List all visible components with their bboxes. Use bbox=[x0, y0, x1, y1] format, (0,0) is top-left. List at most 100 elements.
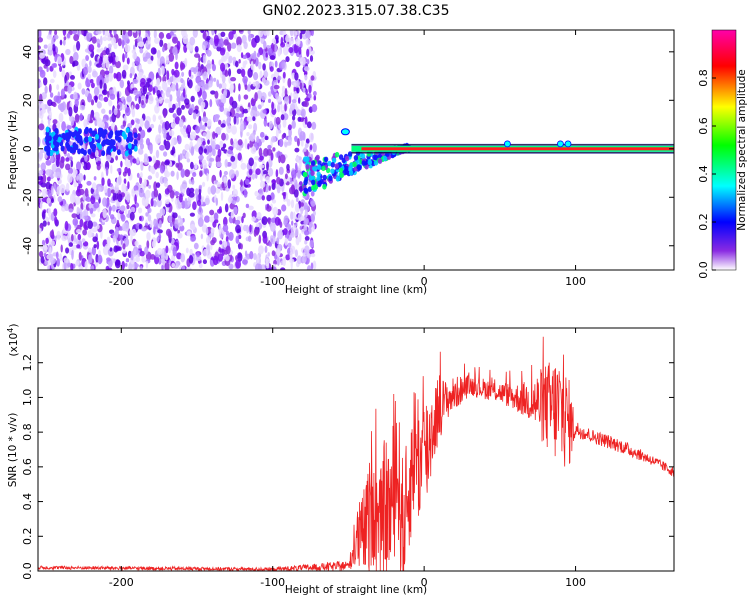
spectrogram-noise-cell bbox=[156, 182, 161, 188]
spectrogram-noise-cell bbox=[239, 105, 244, 112]
spectrogram-noise-cell bbox=[214, 114, 221, 119]
spectrogram-noise-cell bbox=[92, 70, 98, 78]
spectrogram-noise-cell bbox=[199, 121, 203, 130]
spectrogram-noise-cell bbox=[310, 30, 314, 37]
spectrogram-noise-cell bbox=[56, 230, 61, 241]
spectrogram-noise-cell bbox=[117, 246, 122, 251]
spectrogram-noise-cell bbox=[294, 72, 299, 81]
spectrogram-noise-cell bbox=[209, 209, 215, 216]
spectrogram-noise-cell bbox=[165, 228, 172, 237]
spectrogram-noise-cell bbox=[200, 233, 204, 240]
spectrogram-noise-cell bbox=[39, 201, 43, 210]
spectrogram-noise-cell bbox=[147, 214, 152, 222]
spectrogram-noise-cell bbox=[206, 118, 212, 127]
spectrogram-noise-cell bbox=[114, 259, 121, 269]
spectrogram-noise-cell bbox=[247, 30, 251, 35]
spectrogram-band-cell bbox=[71, 147, 76, 154]
spectrogram-noise-cell bbox=[254, 190, 259, 197]
spectrogram-noise-cell bbox=[55, 171, 61, 179]
spectrogram-noise-cell bbox=[52, 70, 57, 78]
snr-y-ticks: 0.0 0.2 0.4 0.6 0.8 1.0 1.2 bbox=[21, 354, 674, 580]
spectrogram-noise-cell bbox=[177, 200, 180, 206]
spectrogram-noise-cell bbox=[126, 204, 130, 210]
spectrogram-noise-cell bbox=[214, 219, 219, 224]
spectrogram-band-cell bbox=[108, 132, 113, 139]
spectrogram-noise-cell bbox=[52, 63, 58, 68]
spectrogram-noise-cell bbox=[104, 30, 109, 37]
spectrogram-noise-cell bbox=[304, 245, 310, 255]
spectrogram-noise-cell bbox=[235, 60, 239, 68]
spectrogram-band-cell bbox=[60, 145, 65, 152]
spectrogram-noise-cell bbox=[247, 106, 250, 112]
spectrogram-noise-cell bbox=[40, 162, 46, 171]
spectrogram-noise-cell bbox=[266, 205, 272, 212]
spectrogram-noise-cell bbox=[125, 258, 130, 263]
spectrogram-noise-cell bbox=[122, 30, 126, 36]
spectrogram-transition-cell bbox=[307, 186, 313, 192]
spectrogram-noise-cell bbox=[45, 159, 52, 166]
spectrogram-noise-cell bbox=[255, 263, 261, 270]
spectrogram-noise-cell bbox=[77, 82, 82, 90]
spectrogram-x-tick-label: 0 bbox=[421, 275, 428, 288]
spectrogram-noise-cell bbox=[117, 38, 122, 47]
spectrogram-noise-cell bbox=[86, 180, 92, 186]
spectrogram-noise-cell bbox=[140, 78, 146, 85]
spectrogram-noise-cell bbox=[214, 144, 221, 150]
spectrogram-noise-cell bbox=[257, 52, 260, 58]
spectrogram-band-cell bbox=[127, 142, 132, 149]
spectrogram-band-cell bbox=[95, 133, 99, 140]
spectrogram-noise-cell bbox=[112, 192, 116, 201]
spectrogram-noise-cell bbox=[284, 87, 288, 98]
spectrogram-noise-cell bbox=[261, 216, 268, 226]
spectrogram-noise-cell bbox=[121, 183, 127, 193]
spectrogram-noise-cell bbox=[219, 105, 224, 112]
spectrogram-noise-cell bbox=[291, 120, 296, 129]
spectrogram-noise-cell bbox=[284, 103, 287, 112]
spectrogram-noise-cell bbox=[72, 30, 78, 35]
spectrogram-band-cell bbox=[133, 132, 138, 139]
spectrogram-noise-cell bbox=[85, 91, 89, 98]
spectrogram-noise-cell bbox=[231, 100, 238, 109]
spectrogram-y-tick-label: 40 bbox=[21, 45, 34, 59]
spectrogram-noise-cell bbox=[168, 53, 175, 62]
spectrogram-noise-cell bbox=[38, 137, 41, 147]
spectrogram-noise-cell bbox=[220, 62, 226, 72]
spectrogram-noise-cell bbox=[193, 242, 199, 250]
spectrogram-noise-cell bbox=[266, 108, 270, 114]
spectrogram-noise-cell bbox=[189, 248, 193, 256]
spectrogram-noise-cell bbox=[212, 131, 216, 140]
spectrogram-noise-cell bbox=[242, 259, 248, 265]
spectrogram-noise-cell bbox=[169, 221, 173, 227]
spectrogram-noise-cell bbox=[179, 97, 186, 102]
spectrogram-noise-cell bbox=[38, 45, 41, 50]
spectrogram-noise-cell bbox=[49, 78, 55, 84]
spectrogram-noise-cell bbox=[170, 83, 177, 92]
spectrogram-noise-cell bbox=[310, 191, 315, 197]
spectrogram-noise-cell bbox=[38, 163, 41, 168]
spectrogram-noise-cell bbox=[177, 135, 182, 145]
spectrogram-noise-cell bbox=[139, 250, 145, 257]
spectrogram-noise-cell bbox=[229, 83, 235, 92]
spectrogram-noise-cell bbox=[218, 83, 222, 89]
spectrogram-noise-cell bbox=[88, 203, 94, 210]
spectrogram-noise-cell bbox=[105, 243, 111, 251]
snr-series-line bbox=[38, 336, 674, 571]
spectrogram-noise-cell bbox=[172, 46, 178, 56]
spectrogram-noise-cell bbox=[175, 162, 179, 168]
spectrogram-noise-cell bbox=[83, 174, 86, 181]
spectrogram-noise-cell bbox=[43, 245, 48, 251]
spectrogram-noise-cell bbox=[158, 115, 162, 120]
spectrogram-noise-cell bbox=[258, 61, 262, 70]
spectrogram-noise-cell bbox=[247, 124, 253, 130]
spectrogram-noise-cell bbox=[309, 240, 315, 248]
spectrogram-noise-cell bbox=[108, 65, 114, 75]
spectrogram-noise-cell bbox=[177, 217, 181, 223]
spectrogram-noise-cell bbox=[202, 140, 206, 146]
spectrogram-noise-cell bbox=[253, 122, 258, 133]
spectrogram-noise-cell bbox=[110, 51, 116, 58]
spectrogram-noise-cell bbox=[141, 99, 145, 106]
spectrogram-noise-cell bbox=[152, 114, 157, 122]
spectrogram-noise-cell bbox=[132, 89, 139, 96]
spectrogram-noise-cell bbox=[168, 130, 175, 137]
spectrogram-noise-cell bbox=[133, 30, 137, 33]
